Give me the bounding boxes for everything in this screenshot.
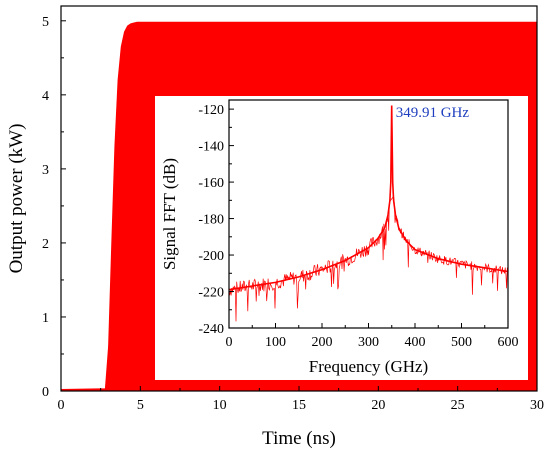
main-y-tick-label: 5 (42, 15, 49, 30)
main-x-tick-label: 10 (213, 398, 227, 413)
main-x-tick-label: 30 (530, 398, 544, 413)
inset-fft-series (228, 105, 509, 322)
inset-x-tick-label: 500 (451, 335, 472, 350)
peak-annotation: 349.91 GHz (396, 105, 470, 121)
inset-y-tick-label: -180 (198, 213, 224, 228)
main-y-tick-label: 0 (42, 385, 49, 400)
inset-fft-line (228, 105, 509, 291)
main-x-tick-label: 25 (451, 398, 465, 413)
main-x-tick-label: 0 (58, 398, 65, 413)
inset-x-tick-label: 0 (226, 335, 233, 350)
inset-x-ticks: 0 100 200 300 400 500 600 (226, 323, 519, 350)
inset-y-axis-title: Signal FFT (dB) (160, 158, 179, 270)
inset-y-tick-label: -200 (198, 249, 224, 264)
inset-x-axis-title: Frequency (GHz) (309, 357, 428, 376)
inset-fft-noise (228, 195, 509, 322)
inset-x-tick-label: 100 (265, 335, 286, 350)
inset-y-tick-label: -140 (198, 140, 224, 155)
main-y-tick-label: 2 (42, 237, 49, 252)
inset-y-tick-label: -160 (198, 176, 224, 191)
main-x-tick-label: 5 (137, 398, 144, 413)
main-x-tick-label: 15 (292, 398, 306, 413)
inset-y-tick-label: -220 (198, 286, 224, 301)
main-x-axis-title: Time (ns) (262, 428, 336, 449)
main-x-tick-label: 20 (371, 398, 385, 413)
main-y-tick-label: 3 (42, 163, 49, 178)
inset-y-ticks: -240 -220 -200 -180 -160 -140 -120 (198, 103, 234, 337)
main-y-ticks: 0 1 2 3 4 5 (42, 15, 66, 400)
inset-x-tick-label: 400 (405, 335, 426, 350)
inset-chart: 0 100 200 300 400 500 600 -240 -220 -200 -180 -160… (155, 96, 528, 380)
main-x-ticks: 0 5 10 15 20 25 30 (58, 386, 544, 413)
main-y-tick-label: 1 (42, 311, 49, 326)
inset-y-tick-label: -120 (198, 103, 224, 118)
inset-x-tick-label: 600 (498, 335, 519, 350)
main-y-axis-title: Output power (kW) (6, 124, 27, 274)
inset-background (155, 96, 528, 380)
main-y-tick-label: 4 (42, 89, 49, 104)
inset-x-tick-label: 300 (358, 335, 379, 350)
inset-x-tick-label: 200 (312, 335, 333, 350)
inset-y-tick-label: -240 (198, 322, 224, 337)
